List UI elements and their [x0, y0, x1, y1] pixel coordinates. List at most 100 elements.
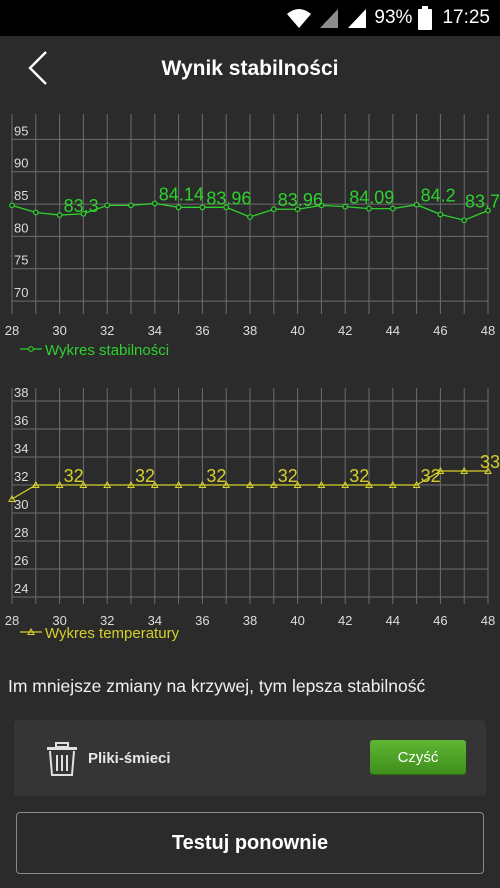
stability-chart: 70 75 80 85 90 95 28 30 32 34 36 38 40 42 44 46 48 83.3 84…: [5, 114, 500, 359]
data-point: [8, 494, 16, 503]
legend-marker: [28, 346, 34, 352]
data-point: [151, 200, 158, 207]
back-button[interactable]: [18, 48, 58, 88]
legend-label: Wykres temperatury: [45, 625, 180, 642]
data-point: [80, 210, 87, 217]
x-tick-label: 30: [52, 323, 66, 338]
series-line: [11, 470, 488, 500]
data-point: [31, 480, 40, 489]
plot-area: [11, 388, 489, 604]
data-point: [485, 207, 491, 214]
x-tick-label: 28: [5, 323, 19, 338]
data-point: [55, 480, 64, 489]
legend-marker: [27, 627, 35, 636]
y-tick-label: 24: [14, 581, 28, 596]
data-point: [103, 480, 112, 489]
data-point: [79, 480, 88, 489]
junk-files-label: Pliki-śmieci: [88, 750, 171, 767]
data-point: [341, 480, 350, 489]
x-tick-label: 48: [481, 323, 495, 338]
data-label: 32: [64, 466, 84, 486]
y-tick-label: 34: [14, 441, 28, 456]
data-point: [56, 212, 63, 218]
data-label: 84.2: [421, 186, 456, 206]
data-point: [413, 201, 420, 208]
data-point: [9, 202, 15, 209]
x-tick-label: 42: [338, 613, 352, 628]
data-point: [342, 203, 349, 210]
data-point: [412, 480, 421, 489]
data-point: [293, 480, 302, 489]
x-tick-label: 34: [148, 613, 162, 628]
data-point: [484, 466, 492, 475]
y-tick-label: 32: [14, 469, 28, 484]
data-point: [294, 206, 301, 213]
data-label: 84.14: [159, 184, 204, 204]
data-point: [223, 204, 230, 211]
y-tick-label: 75: [14, 253, 28, 268]
data-label: 33: [480, 452, 500, 472]
data-point: [32, 209, 39, 216]
data-point: [127, 480, 135, 489]
x-tick-label: 42: [338, 323, 352, 338]
y-tick-label: 38: [14, 386, 28, 400]
x-tick-label: 48: [481, 613, 495, 628]
battery-percent: 93%: [374, 7, 413, 28]
data-point: [128, 202, 134, 209]
data-point: [198, 480, 207, 489]
y-tick-label: 70: [14, 285, 28, 300]
data-point: [437, 211, 444, 218]
header: Wynik stabilności: [0, 36, 500, 102]
data-point: [222, 480, 231, 489]
y-tick-label: 95: [14, 123, 28, 138]
data-point: [104, 202, 111, 209]
x-tick-label: 38: [243, 323, 257, 338]
x-tick-label: 36: [195, 613, 209, 628]
data-label: 83.3: [64, 196, 99, 216]
data-label: 32: [135, 466, 155, 486]
temperature-chart: 24 26 28 30 32 34 36 38 28 30 32 34 36 38 40 42 44 46 48 32…: [5, 386, 500, 642]
y-tick-label: 90: [14, 156, 28, 171]
data-point: [461, 217, 468, 224]
data-label: 32: [278, 466, 298, 486]
data-point: [174, 480, 183, 489]
legend-label: Wykres stabilności: [45, 342, 169, 359]
data-label: 32: [421, 466, 441, 486]
x-tick-label: 44: [386, 323, 400, 338]
data-label: 83.96: [278, 190, 323, 210]
x-tick-label: 40: [290, 613, 304, 628]
y-tick-label: 30: [14, 497, 28, 512]
battery-icon: [418, 6, 433, 30]
plot-area: [11, 114, 489, 314]
y-tick-label: 28: [14, 525, 28, 540]
page-title: Wynik stabilności: [161, 57, 339, 80]
x-tick-label: 28: [5, 613, 19, 628]
signal-icon: [318, 7, 340, 29]
junk-files-card: Pliki-śmieci Czyść: [14, 720, 486, 796]
data-point: [150, 480, 159, 489]
clean-button[interactable]: Czyść: [370, 740, 466, 774]
data-point: [318, 202, 325, 209]
data-point: [199, 204, 206, 211]
y-tick-label: 80: [14, 220, 28, 235]
data-point: [366, 205, 372, 212]
y-tick-label: 85: [14, 188, 28, 203]
x-tick-label: 40: [290, 323, 304, 338]
data-point: [436, 466, 445, 475]
data-point: [460, 466, 469, 475]
data-point: [175, 204, 182, 211]
x-tick-label: 36: [195, 323, 209, 338]
stability-hint: Im mniejsze zmiany na krzywej, tym lepsz…: [8, 676, 426, 696]
data-point: [317, 480, 326, 489]
y-tick-label: 26: [14, 553, 28, 568]
data-point: [269, 480, 278, 489]
data-label: 32: [206, 466, 226, 486]
x-tick-label: 46: [433, 613, 447, 628]
clock: 17:25: [442, 7, 490, 28]
signal-icon: [346, 7, 368, 29]
chevron-left-icon: [28, 51, 47, 85]
x-tick-label: 46: [433, 323, 447, 338]
data-label: 83.7: [465, 192, 500, 212]
retest-button[interactable]: Testuj ponownie: [16, 812, 484, 874]
data-point: [270, 206, 277, 213]
